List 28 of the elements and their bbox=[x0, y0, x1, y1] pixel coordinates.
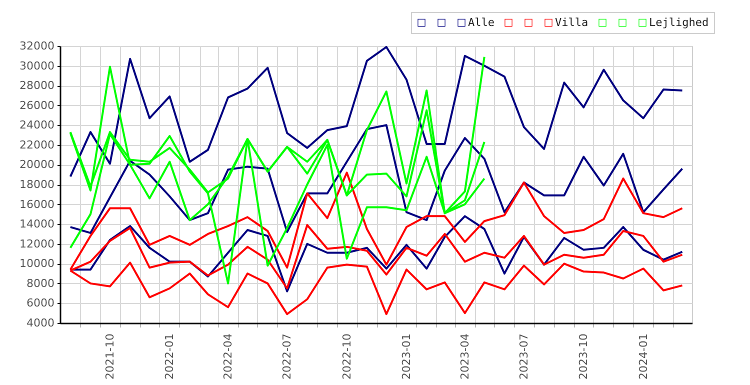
x-tick-label: 2021-10 bbox=[103, 334, 116, 380]
y-tick-label: 26000 bbox=[20, 98, 54, 112]
x-tick-label: 2023-04 bbox=[458, 334, 472, 380]
legend-label: Villa bbox=[555, 16, 588, 29]
y-tick-label: 14000 bbox=[20, 218, 54, 231]
x-tick-label: 2024-01 bbox=[636, 334, 650, 380]
y-tick-label: 12000 bbox=[20, 237, 54, 250]
x-tick-label: 2023-10 bbox=[577, 334, 590, 380]
x-tick-label: 2023-07 bbox=[517, 334, 530, 380]
y-tick-label: 16000 bbox=[20, 198, 54, 211]
x-tick-label: 2023-01 bbox=[400, 334, 413, 380]
y-tick-label: 30000 bbox=[20, 59, 54, 72]
y-tick-label: 18000 bbox=[20, 178, 54, 191]
legend-label: Alle bbox=[468, 16, 494, 29]
legend-label: Lejlighed bbox=[649, 16, 709, 29]
y-tick-label: 8000 bbox=[26, 276, 54, 290]
y-tick-label: 32000 bbox=[20, 40, 54, 52]
x-tick-label: 2022-04 bbox=[222, 334, 235, 380]
y-tick-label: 20000 bbox=[20, 158, 54, 172]
y-tick-label: 28000 bbox=[20, 79, 54, 92]
x-tick-label: 2022-10 bbox=[340, 334, 354, 380]
y-tick-label: 24000 bbox=[20, 118, 54, 132]
y-tick-label: 10000 bbox=[20, 257, 54, 270]
y-tick-label: 22000 bbox=[20, 138, 54, 152]
x-tick-label: 2022-07 bbox=[280, 334, 294, 380]
y-tick-label: 6000 bbox=[26, 296, 54, 310]
y-tick-label: 4000 bbox=[26, 316, 54, 330]
x-tick-label: 2022-01 bbox=[163, 334, 176, 380]
